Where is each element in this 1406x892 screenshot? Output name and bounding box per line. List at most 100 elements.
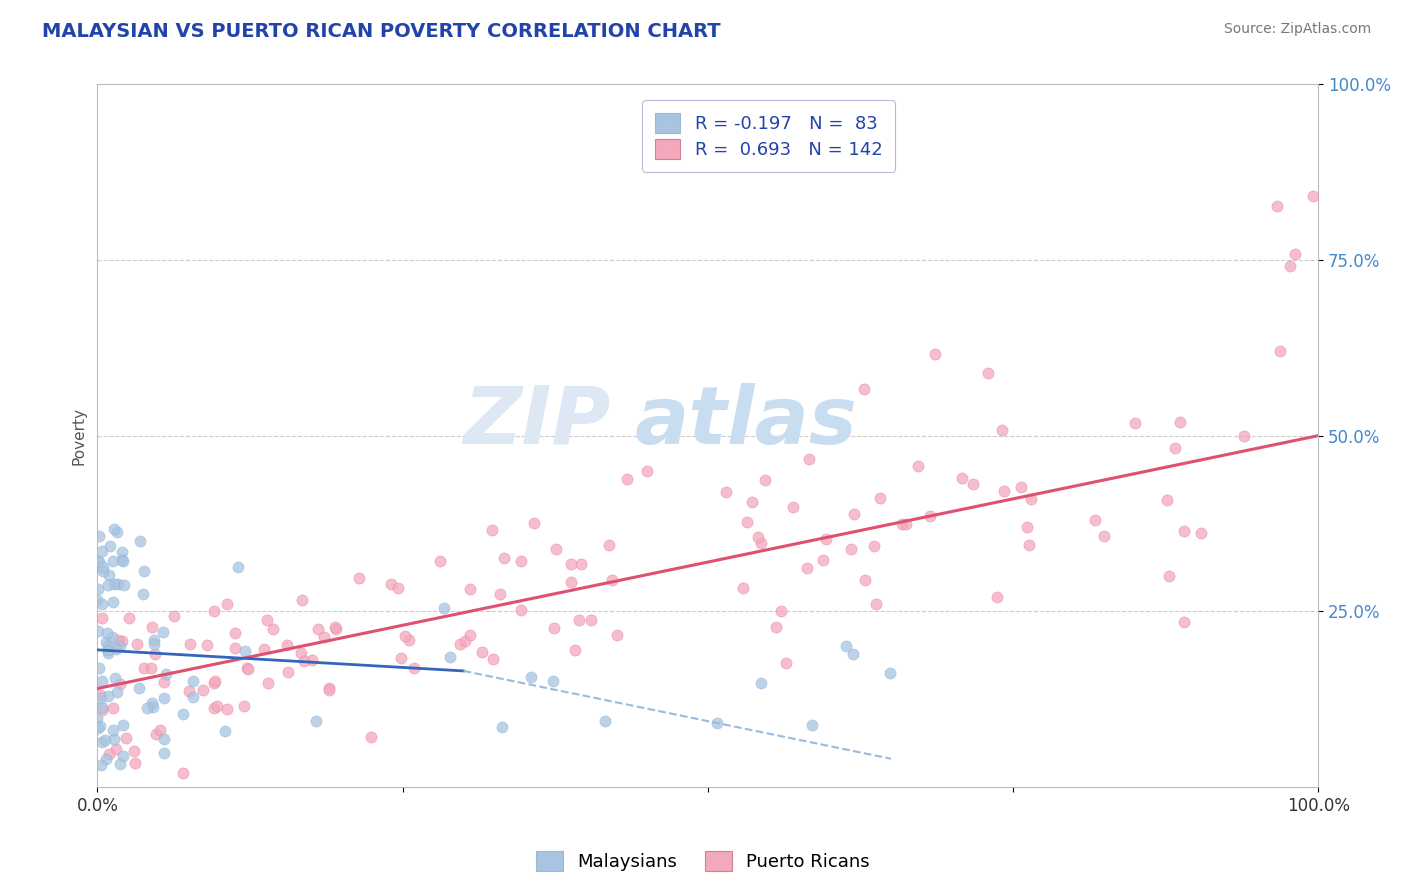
Point xyxy=(842,508,865,522)
Point xyxy=(104,641,127,656)
Point xyxy=(101,723,124,737)
Point xyxy=(520,670,543,684)
Point xyxy=(94,752,117,766)
Point xyxy=(879,665,901,680)
Point xyxy=(90,674,112,689)
Point xyxy=(429,554,451,568)
Point xyxy=(108,756,131,771)
Point xyxy=(233,698,256,713)
Point xyxy=(314,630,336,644)
Point xyxy=(97,689,120,703)
Point xyxy=(155,666,177,681)
Point xyxy=(853,574,876,588)
Point xyxy=(97,646,120,660)
Point xyxy=(103,731,125,746)
Point xyxy=(569,557,592,571)
Point xyxy=(217,702,239,716)
Point xyxy=(765,620,787,634)
Text: atlas: atlas xyxy=(634,383,858,460)
Point xyxy=(865,597,887,611)
Point xyxy=(214,724,236,739)
Point xyxy=(598,538,620,552)
Point xyxy=(97,578,120,592)
Point xyxy=(1164,441,1187,455)
Point xyxy=(179,683,201,698)
Point xyxy=(103,522,125,536)
Point xyxy=(101,630,124,644)
Point xyxy=(481,523,503,537)
Point xyxy=(458,627,481,641)
Point xyxy=(842,647,865,661)
Point xyxy=(256,613,278,627)
Point xyxy=(86,593,108,607)
Point xyxy=(1156,492,1178,507)
Point xyxy=(127,637,149,651)
Legend: Malaysians, Puerto Ricans: Malaysians, Puerto Ricans xyxy=(529,844,877,879)
Point xyxy=(1302,188,1324,202)
Point xyxy=(89,529,111,543)
Point xyxy=(600,573,623,587)
Point xyxy=(894,516,917,531)
Point xyxy=(107,576,129,591)
Point xyxy=(163,609,186,624)
Point xyxy=(616,472,638,486)
Point xyxy=(962,476,984,491)
Point xyxy=(318,683,340,698)
Point xyxy=(112,578,135,592)
Point xyxy=(754,474,776,488)
Point xyxy=(90,611,112,625)
Point xyxy=(1279,259,1302,273)
Point xyxy=(863,539,886,553)
Point xyxy=(815,533,838,547)
Point xyxy=(143,636,166,650)
Point xyxy=(1233,429,1256,443)
Point xyxy=(145,727,167,741)
Text: Source: ZipAtlas.com: Source: ZipAtlas.com xyxy=(1223,22,1371,37)
Point xyxy=(91,597,114,611)
Point xyxy=(1092,528,1115,542)
Point xyxy=(360,730,382,744)
Point xyxy=(94,733,117,747)
Point xyxy=(139,660,162,674)
Point xyxy=(482,651,505,665)
Point xyxy=(389,651,412,665)
Point xyxy=(318,681,340,695)
Point xyxy=(152,675,174,690)
Point xyxy=(560,557,582,571)
Point xyxy=(1173,524,1195,539)
Point xyxy=(91,560,114,574)
Point xyxy=(262,623,284,637)
Point xyxy=(143,648,166,662)
Point xyxy=(544,541,567,556)
Point xyxy=(564,642,586,657)
Point xyxy=(1265,199,1288,213)
Point xyxy=(380,577,402,591)
Point xyxy=(103,701,125,715)
Point xyxy=(108,640,131,654)
Point xyxy=(560,575,582,590)
Point xyxy=(489,587,512,601)
Point xyxy=(950,471,973,485)
Point xyxy=(115,731,138,746)
Point xyxy=(90,702,112,716)
Point xyxy=(183,690,205,704)
Point xyxy=(111,718,134,732)
Point xyxy=(110,677,132,691)
Point xyxy=(494,551,516,566)
Point xyxy=(811,553,834,567)
Point xyxy=(172,706,194,721)
Point xyxy=(301,652,323,666)
Point xyxy=(593,714,616,728)
Point xyxy=(149,723,172,738)
Point xyxy=(769,604,792,618)
Point xyxy=(105,524,128,539)
Point xyxy=(97,639,120,653)
Point xyxy=(439,650,461,665)
Point xyxy=(89,688,111,702)
Point xyxy=(290,646,312,660)
Point xyxy=(918,509,941,524)
Point xyxy=(236,661,259,675)
Point xyxy=(797,452,820,467)
Point xyxy=(800,718,823,732)
Point xyxy=(568,613,591,627)
